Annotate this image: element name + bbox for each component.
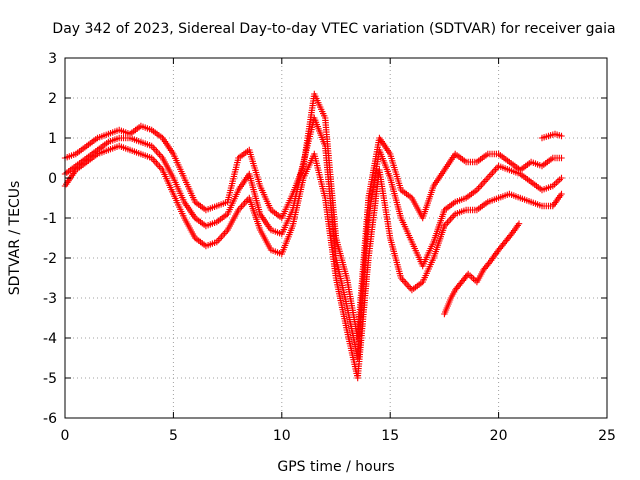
series-track-1 [61, 90, 565, 342]
y-tick-label: 1 [48, 131, 57, 147]
x-tick-label: 25 [598, 428, 616, 444]
y-tick-label: -2 [43, 251, 57, 267]
x-tick-label: 0 [61, 428, 70, 444]
x-tick-label: 10 [273, 428, 291, 444]
plot-frame [64, 57, 608, 419]
data-point [558, 174, 565, 182]
data-point [558, 190, 565, 198]
data-point [558, 132, 565, 140]
series-track-3 [61, 142, 565, 382]
data-marks [61, 90, 565, 382]
x-tick-label: 15 [381, 428, 399, 444]
y-tick-label: 3 [48, 51, 57, 67]
x-tick-label: 5 [169, 428, 178, 444]
y-tick-label: -3 [43, 291, 57, 307]
x-tick-label: 20 [490, 428, 508, 444]
y-tick-label: 2 [48, 91, 57, 107]
series-track-4 [441, 130, 565, 318]
chart-title: Day 342 of 2023, Sidereal Day-to-day VTE… [52, 21, 615, 37]
x-axis-label: GPS time / hours [277, 459, 394, 475]
y-tick-label: -5 [43, 371, 57, 387]
y-tick-label: -1 [43, 211, 57, 227]
data-point [515, 220, 523, 227]
data-point [558, 154, 565, 162]
y-tick-label: -4 [43, 331, 57, 347]
series-track-2 [61, 114, 565, 362]
y-tick-label: -6 [43, 411, 57, 427]
axis-ticks: -6 -5 -4 -3 -2 -1 0 1 2 3 0 5 10 15 20 25 [43, 51, 616, 444]
y-tick-label: 0 [48, 171, 57, 187]
y-axis-label: SDTVAR / TECUs [7, 181, 23, 296]
